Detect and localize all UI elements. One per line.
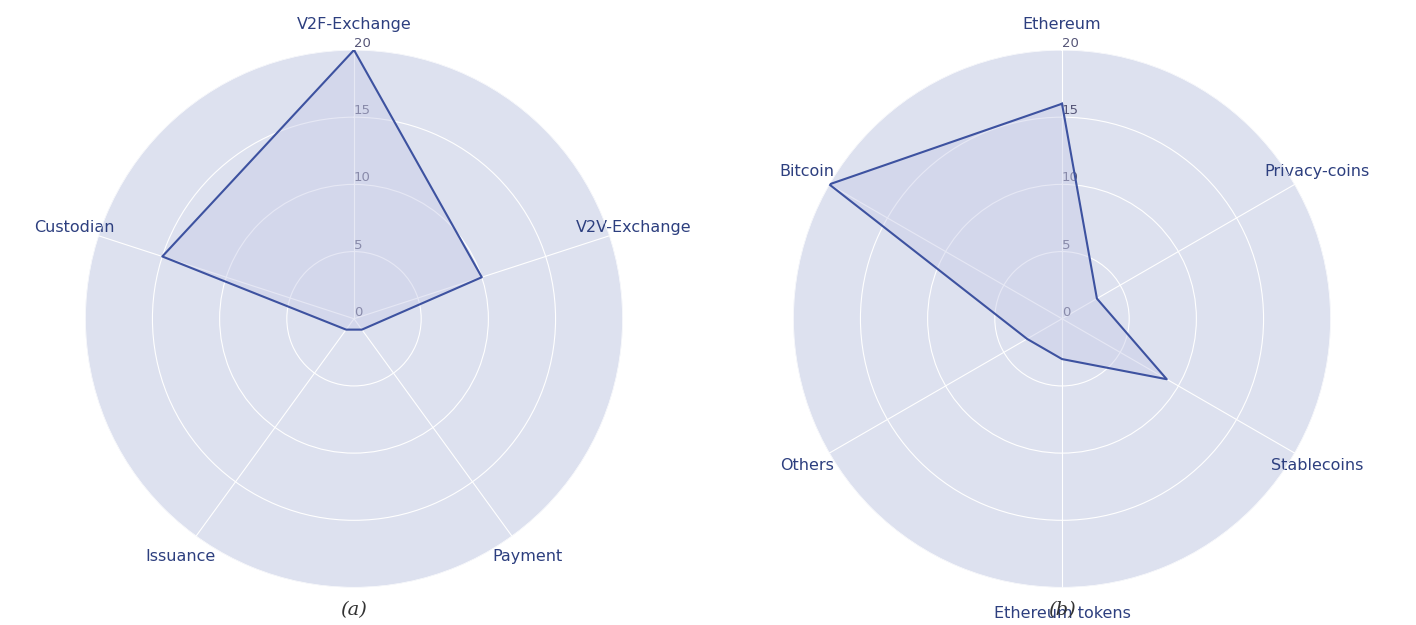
- Text: (b): (b): [1048, 601, 1076, 619]
- Text: (a): (a): [341, 601, 367, 619]
- Polygon shape: [163, 50, 481, 329]
- Polygon shape: [830, 104, 1167, 379]
